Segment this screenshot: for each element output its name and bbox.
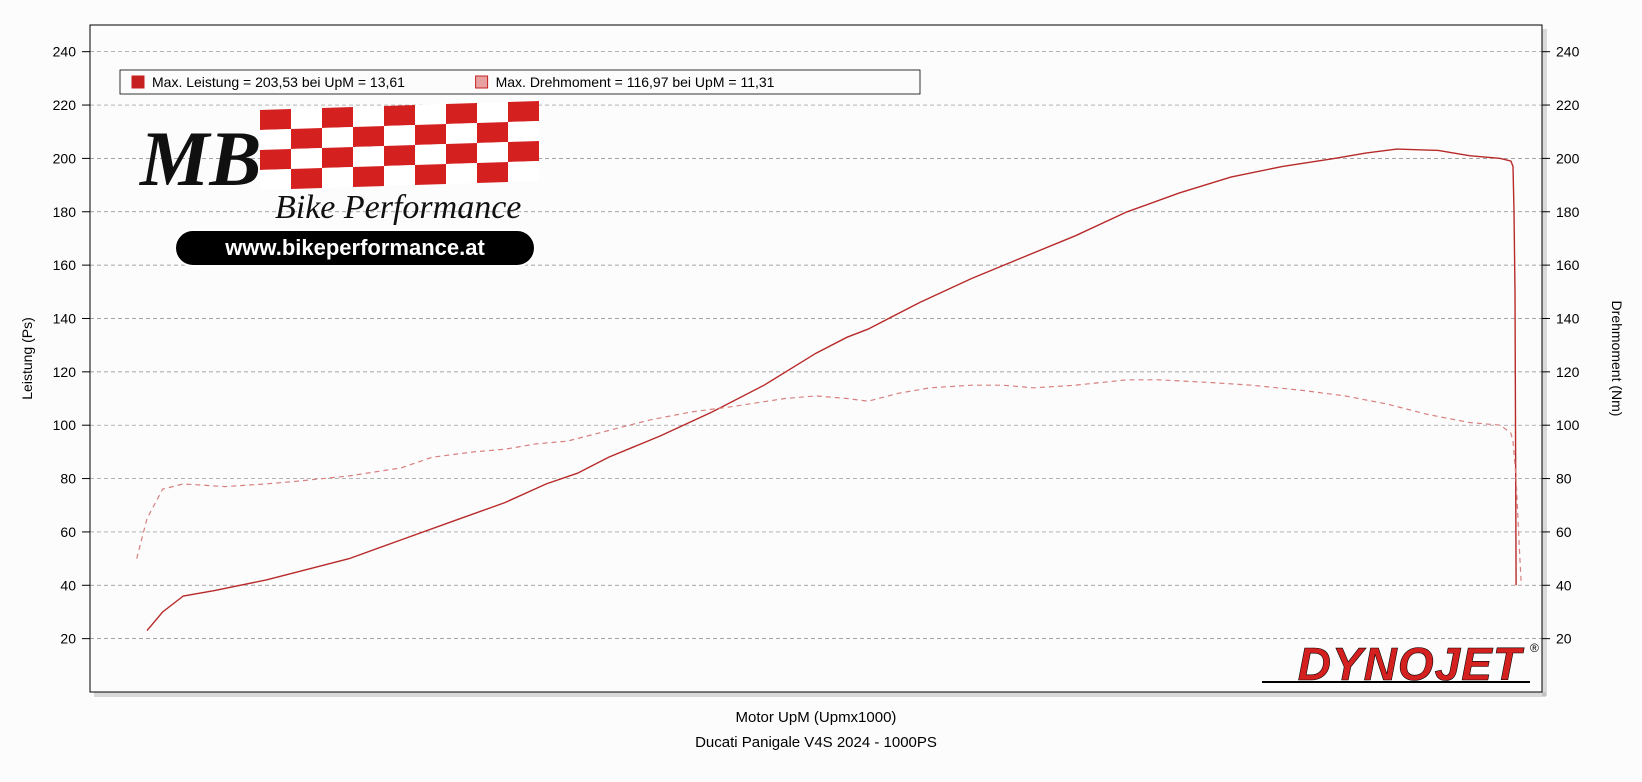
mb-flag-cell	[508, 141, 539, 162]
legend-item-text: Max. Leistung = 203,53 bei UpM = 13,61	[152, 74, 405, 90]
mb-logo-url-text: www.bikeperformance.at	[224, 235, 485, 260]
mb-flag-cell	[260, 149, 291, 170]
mb-flag-cell	[415, 164, 446, 185]
mb-flag-cell	[291, 108, 322, 129]
legend-marker	[132, 76, 144, 88]
svg-text:60: 60	[60, 524, 76, 540]
legend-marker	[476, 76, 488, 88]
mb-flag-cell	[477, 122, 508, 143]
mb-flag-cell	[291, 168, 322, 189]
svg-text:140: 140	[1556, 310, 1580, 326]
mb-flag-cell	[322, 107, 353, 128]
mb-flag-cell	[446, 143, 477, 164]
svg-text:60: 60	[1556, 524, 1572, 540]
svg-text:220: 220	[1556, 97, 1580, 113]
mb-flag-cell	[415, 144, 446, 165]
svg-text:20: 20	[60, 631, 76, 647]
mb-flag-cell	[384, 145, 415, 166]
svg-text:20: 20	[1556, 631, 1572, 647]
mb-flag-cell	[322, 127, 353, 148]
svg-text:200: 200	[1556, 150, 1580, 166]
mb-flag-cell	[415, 124, 446, 145]
svg-text:140: 140	[53, 310, 77, 326]
mb-logo-script: MB	[138, 115, 261, 202]
svg-text:40: 40	[60, 577, 76, 593]
y-right-axis-label: Drehmoment (Nm)	[1609, 301, 1625, 417]
svg-text:180: 180	[1556, 204, 1580, 220]
mb-flag-cell	[508, 121, 539, 142]
mb-flag-cell	[260, 169, 291, 190]
svg-text:80: 80	[60, 471, 76, 487]
y-left-axis-label: Leistung (Ps)	[19, 317, 35, 399]
dyno-chart: 20 20 40 40 60 60 80 80 100 100 120 120 140 140 160 160…	[10, 10, 1632, 772]
dynojet-reg-icon: ®	[1530, 641, 1539, 655]
svg-text:80: 80	[1556, 471, 1572, 487]
mb-flag-cell	[477, 102, 508, 123]
mb-flag-cell	[291, 148, 322, 169]
svg-text:200: 200	[53, 150, 77, 166]
svg-text:180: 180	[53, 204, 77, 220]
svg-text:160: 160	[53, 257, 77, 273]
svg-text:100: 100	[53, 417, 77, 433]
mb-flag-cell	[477, 142, 508, 163]
svg-text:220: 220	[53, 97, 77, 113]
mb-flag-cell	[477, 162, 508, 183]
mb-flag-cell	[508, 161, 539, 182]
mb-flag-cell	[353, 106, 384, 127]
mb-flag-cell	[260, 129, 291, 150]
mb-flag-cell	[384, 125, 415, 146]
chart-svg: 20 20 40 40 60 60 80 80 100 100 120 120 140 140 160 160…	[10, 10, 1632, 772]
chart-caption: Ducati Panigale V4S 2024 - 1000PS	[695, 734, 937, 751]
svg-text:120: 120	[1556, 364, 1580, 380]
mb-flag-cell	[446, 163, 477, 184]
mb-flag-cell	[446, 103, 477, 124]
mb-flag-cell	[446, 123, 477, 144]
mb-flag-cell	[291, 128, 322, 149]
mb-flag-cell	[322, 147, 353, 168]
mb-flag-cell	[384, 165, 415, 186]
svg-text:240: 240	[53, 44, 77, 60]
mb-flag-cell	[260, 109, 291, 130]
x-axis-label: Motor UpM (Upmx1000)	[736, 709, 897, 726]
svg-text:120: 120	[53, 364, 77, 380]
mb-flag-cell	[384, 105, 415, 126]
mb-flag-cell	[353, 166, 384, 187]
svg-text:40: 40	[1556, 577, 1572, 593]
mb-flag-cell	[353, 126, 384, 147]
legend-item-text: Max. Drehmoment = 116,97 bei UpM = 11,31	[496, 74, 775, 90]
svg-text:160: 160	[1556, 257, 1580, 273]
svg-text:100: 100	[1556, 417, 1580, 433]
mb-logo-subtext: Bike Performance	[275, 189, 521, 226]
mb-flag-cell	[508, 101, 539, 122]
mb-flag-cell	[415, 104, 446, 125]
mb-flag-cell	[353, 146, 384, 167]
mb-flag-cell	[322, 167, 353, 188]
svg-text:240: 240	[1556, 44, 1580, 60]
